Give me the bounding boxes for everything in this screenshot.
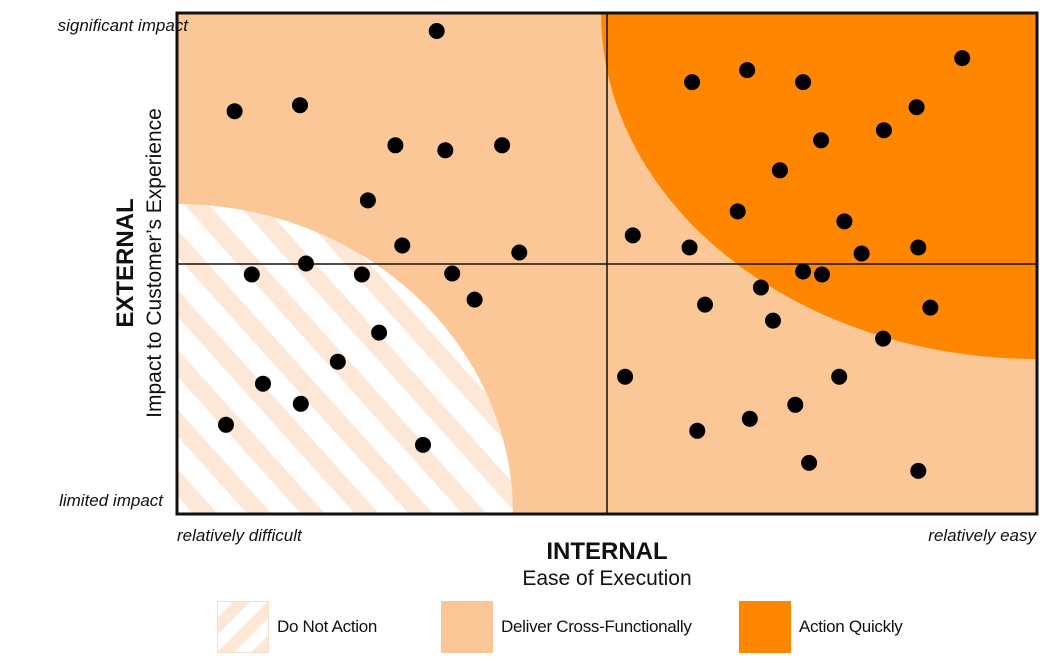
data-point (624, 227, 641, 244)
data-point (394, 237, 411, 254)
y-axis-top-label: significant impact (57, 16, 188, 35)
y-axis-bottom-label: limited impact (59, 491, 163, 510)
data-point (795, 263, 812, 280)
legend-swatch-orange-icon (739, 600, 791, 653)
data-point (875, 330, 892, 347)
data-point (954, 50, 971, 67)
data-point (908, 99, 925, 116)
legend-swatch-light-orange-icon (441, 600, 493, 653)
data-point (697, 296, 713, 313)
data-point (243, 266, 260, 283)
legend-item-do-not-action: Do Not Action (217, 600, 377, 653)
data-points (218, 23, 971, 479)
legend-item-action-quickly: Action Quickly (739, 600, 903, 653)
data-point (617, 368, 634, 385)
data-point (681, 239, 698, 256)
data-point (494, 137, 511, 154)
data-point (814, 266, 830, 283)
y-axis-subtitle: Impact to Customer’s Experience (143, 108, 166, 418)
data-point (387, 137, 404, 154)
data-point (787, 396, 804, 413)
region-action-quickly (601, 13, 1037, 359)
data-point (428, 23, 445, 39)
data-point (922, 299, 939, 316)
data-point (292, 97, 308, 114)
data-point (415, 436, 431, 453)
legend-swatch-hatch-icon (217, 600, 269, 653)
y-axis-title: EXTERNAL (112, 198, 139, 328)
data-point (853, 245, 870, 262)
data-point (255, 375, 271, 392)
data-point (801, 454, 818, 471)
data-point (689, 422, 706, 439)
data-point (353, 266, 370, 283)
plot-border (175, 11, 1039, 516)
data-point (875, 122, 892, 139)
data-point (795, 74, 812, 91)
legend-label: Deliver Cross-Functionally (501, 616, 692, 636)
data-point (836, 213, 853, 230)
data-point (739, 62, 756, 79)
legend-label: Action Quickly (799, 616, 903, 636)
x-axis-title: INTERNAL (546, 538, 668, 565)
data-point (771, 162, 788, 179)
x-axis-subtitle: Ease of Execution (522, 567, 692, 590)
data-point (329, 353, 346, 370)
data-point (359, 192, 376, 209)
data-point (741, 410, 758, 427)
data-point (910, 462, 927, 479)
data-point (765, 312, 781, 329)
data-point (831, 368, 848, 385)
x-axis-right-label: relatively easy (928, 526, 1036, 545)
data-point (371, 324, 388, 341)
data-point (752, 279, 769, 296)
data-point (226, 103, 243, 120)
data-point (511, 244, 528, 261)
data-point (684, 74, 701, 91)
data-point (298, 255, 314, 272)
data-point (729, 203, 746, 220)
data-point (292, 395, 309, 412)
data-point (218, 416, 234, 433)
data-point (466, 291, 483, 308)
data-point (910, 239, 927, 256)
legend-item-deliver-cross-functionally: Deliver Cross-Functionally (441, 600, 692, 653)
data-point (813, 132, 830, 149)
data-point (437, 142, 454, 159)
x-axis-left-label: relatively difficult (177, 526, 302, 545)
legend-label: Do Not Action (277, 616, 378, 636)
data-point (444, 265, 461, 282)
